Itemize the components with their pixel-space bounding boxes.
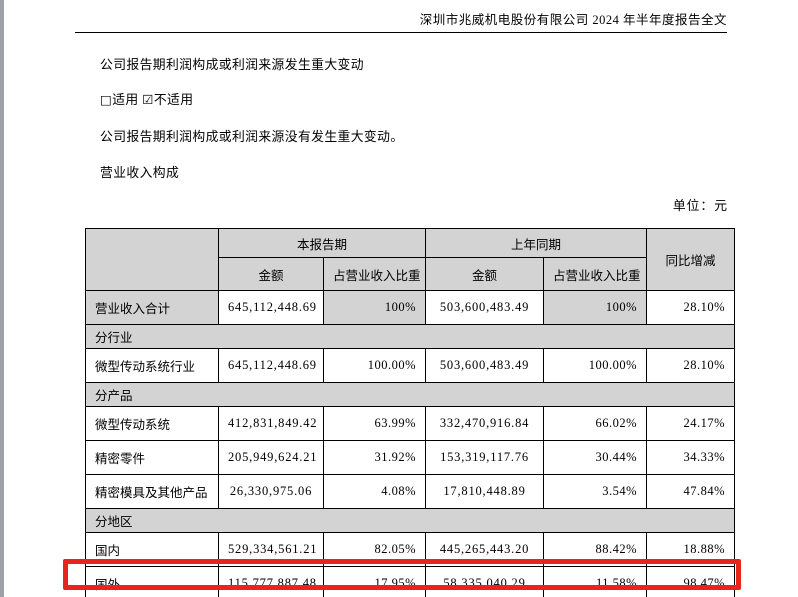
- yoy-change: 98.47%: [646, 566, 736, 597]
- amount-prior: 503,600,483.49: [425, 348, 545, 383]
- revenue-composition-heading: 营业收入构成: [100, 166, 180, 180]
- ratio-prior: 66.02%: [543, 406, 648, 441]
- yoy-change: 18.88%: [646, 532, 736, 567]
- checkbox-checked-icon: ☑: [142, 92, 154, 107]
- table-header-row-subcols: 金额 占营业收入比重 金额 占营业收入比重: [86, 257, 735, 291]
- ratio-prior: 30.44%: [543, 440, 648, 475]
- page-edge-strip: [0, 0, 4, 597]
- not-applicable-label: 不适用: [153, 93, 194, 107]
- ratio-prior: 100%: [543, 290, 648, 325]
- checkbox-unchecked-icon: □: [100, 92, 113, 107]
- ratio-prior: 88.42%: [543, 532, 648, 567]
- table-section-product: 分产品: [84, 382, 736, 407]
- amount-prior: 503,600,483.49: [425, 290, 545, 325]
- amount-prior: 445,265,443.20: [425, 532, 545, 567]
- table-row-total: 营业收入合计 645,112,448.69 100% 503,600,483.4…: [85, 290, 736, 325]
- table-row-precision-molds: 精密模具及其他产品 26,330,975.06 4.08% 17,810,448…: [85, 474, 736, 509]
- ratio-prior: 100.00%: [543, 348, 648, 383]
- yoy-change: 28.10%: [646, 348, 736, 383]
- section-label: 分产品: [84, 382, 736, 407]
- table-row-product-micro-drive: 微型传动系统 412,831,849.42 63.99% 332,470,916…: [85, 406, 736, 441]
- row-label: 国内: [85, 532, 219, 567]
- amount-prior: 153,319,117.76: [425, 440, 545, 475]
- row-label: 营业收入合计: [85, 290, 219, 325]
- amount-current: 645,112,448.69: [218, 290, 324, 325]
- amount-prior: 332,470,916.84: [425, 406, 545, 441]
- revenue-composition-table: 本报告期 上年同期 同比增减 金额 占营业收入比重 金额 占营业收入比重 营业收…: [84, 228, 736, 597]
- row-label: 微型传动系统: [85, 406, 219, 441]
- amount-current: 26,330,975.06: [218, 474, 324, 509]
- amount-current: 645,112,448.69: [218, 348, 324, 383]
- row-label: 微型传动系统行业: [85, 348, 219, 383]
- yoy-change: 47.84%: [646, 474, 736, 509]
- ratio-prior: 3.54%: [543, 474, 648, 509]
- amount-current: 115,777,887.48: [218, 566, 324, 597]
- amount-prior: 17,810,448.89: [425, 474, 545, 509]
- yoy-change: 28.10%: [646, 290, 736, 325]
- profit-change-heading: 公司报告期利润构成或利润来源发生重大变动: [100, 58, 364, 72]
- col-yoy-change: 同比增减: [646, 228, 736, 291]
- section-label: 分地区: [84, 508, 736, 533]
- ratio-current: 82.05%: [322, 532, 427, 567]
- amount-prior: 58,335,040.29: [425, 566, 545, 597]
- yoy-change: 34.33%: [646, 440, 736, 475]
- col-current-period: 本报告期: [217, 228, 427, 258]
- applicable-label: 适用: [112, 93, 139, 107]
- subcol-amount-prior: 金额: [425, 257, 545, 291]
- amount-current: 205,949,624.21: [218, 440, 324, 475]
- table-row-overseas: 国外 115,777,887.48 17.95% 58,335,040.29 1…: [85, 566, 736, 597]
- ratio-prior: 11.58%: [543, 566, 648, 597]
- section-label: 分行业: [84, 324, 736, 349]
- page-header: 深圳市兆威机电股份有限公司 2024 年半年度报告全文: [75, 9, 727, 33]
- table-header-row-groups: 本报告期 上年同期 同比增减: [85, 228, 736, 291]
- yoy-change: 24.17%: [646, 406, 736, 441]
- subcol-amount-current: 金额: [218, 257, 324, 291]
- subcol-ratio-prior: 占营业收入比重: [543, 257, 648, 291]
- ratio-current: 4.08%: [322, 474, 427, 509]
- table-section-industry: 分行业: [84, 324, 736, 349]
- ratio-current: 100%: [322, 290, 427, 325]
- report-title: 深圳市兆威机电股份有限公司 2024 年半年度报告全文: [419, 13, 727, 27]
- subcol-ratio-current: 占营业收入比重: [322, 257, 427, 291]
- table-section-region: 分地区: [84, 508, 736, 533]
- table-row-precision-parts: 精密零件 205,949,624.21 31.92% 153,319,117.7…: [85, 440, 736, 475]
- ratio-current: 17.95%: [322, 566, 427, 597]
- blank-corner-cell: [85, 228, 219, 291]
- row-label: 精密零件: [85, 440, 219, 475]
- row-label: 精密模具及其他产品: [85, 474, 219, 509]
- ratio-current: 100.00%: [322, 348, 427, 383]
- amount-current: 412,831,849.42: [218, 406, 324, 441]
- col-prior-period: 上年同期: [425, 228, 648, 258]
- applicability-checkline: □适用 ☑不适用: [100, 89, 193, 108]
- unit-label: 单位：元: [672, 199, 728, 213]
- row-label: 国外: [85, 566, 219, 597]
- ratio-current: 63.99%: [322, 406, 427, 441]
- profit-change-statement: 公司报告期利润构成或利润来源没有发生重大变动。: [100, 130, 404, 144]
- table-row-domestic: 国内 529,334,561.21 82.05% 445,265,443.20 …: [85, 532, 736, 567]
- ratio-current: 31.92%: [322, 440, 427, 475]
- amount-current: 529,334,561.21: [218, 532, 324, 567]
- table-row-industry-micro-drive: 微型传动系统行业 645,112,448.69 100.00% 503,600,…: [85, 348, 736, 383]
